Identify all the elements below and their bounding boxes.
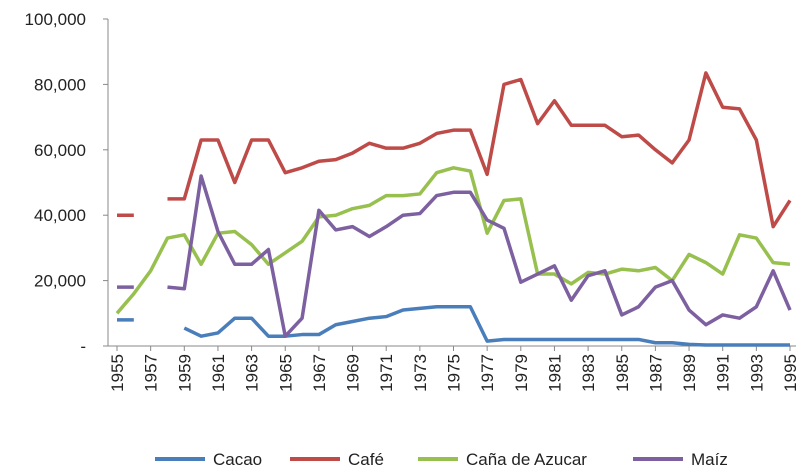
x-tick-label: 1975 [445,354,464,392]
x-tick-label: 1977 [478,354,497,392]
legend-label: Café [348,450,384,469]
x-tick-label: 1959 [175,354,194,392]
legend-label: Cacao [213,450,262,469]
x-tick-label: 1971 [377,354,396,392]
x-tick-label: 1995 [781,354,800,392]
series-line [117,174,792,338]
x-tick-label: 1987 [646,354,665,392]
x-tick-label: 1969 [344,354,363,392]
x-tick-label: 1989 [680,354,699,392]
y-tick-label: 60,000 [34,141,86,160]
x-tick-label: 1961 [209,354,228,392]
y-tick-label: - [80,337,86,356]
y-tick-label: 20,000 [34,272,86,291]
x-tick-label: 1963 [243,354,262,392]
x-tick-label: 1979 [512,354,531,392]
x-tick-label: 1957 [142,354,161,392]
x-tick-label: 1967 [310,354,329,392]
legend-label: Caña de Azucar [466,450,587,469]
x-tick-label: 1991 [714,354,733,392]
series-line [117,71,792,229]
y-tick-label: 100,000 [25,10,86,29]
legend-label: Maíz [691,450,728,469]
x-tick-label: 1993 [747,354,766,392]
series-line [115,166,791,315]
x-tick-label: 1965 [276,354,295,392]
x-tick-label: 1981 [545,354,564,392]
x-tick-label: 1985 [613,354,632,392]
x-tick-label: 1983 [579,354,598,392]
y-tick-label: 40,000 [34,206,86,225]
y-tick-label: 80,000 [34,75,86,94]
x-tick-label: 1955 [108,354,127,392]
series-line [117,305,790,347]
x-tick-label: 1973 [411,354,430,392]
